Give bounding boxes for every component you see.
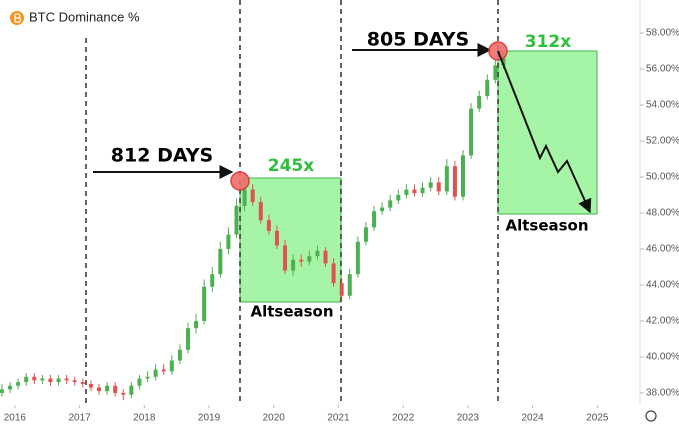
candle-body	[169, 360, 174, 372]
candle-body	[113, 385, 118, 393]
candle-body	[24, 376, 29, 383]
candle-body	[234, 205, 239, 235]
y-tick-label: 50.00%	[646, 172, 679, 183]
candle-body	[283, 245, 288, 271]
x-tick-label: 2018	[133, 413, 156, 424]
candle-body	[242, 189, 247, 206]
bitcoin-glyph	[14, 13, 22, 23]
candle-body	[129, 385, 134, 395]
y-tick-label: 38.00%	[646, 388, 679, 399]
candle-body	[210, 274, 215, 287]
candle-body	[388, 200, 393, 208]
candle-body	[226, 234, 231, 249]
candle-body	[153, 369, 158, 377]
annotation: Altseason	[505, 217, 588, 235]
y-tick-label: 44.00%	[646, 280, 679, 291]
candle-body	[485, 79, 490, 96]
x-tick-label: 2020	[263, 413, 286, 424]
candle-body	[202, 286, 207, 321]
x-tick-label: 2016	[4, 413, 27, 424]
candle-body	[218, 248, 223, 275]
candle-body	[444, 166, 449, 192]
candle-body	[185, 328, 190, 350]
peak-marker	[230, 171, 250, 191]
candle-body	[161, 369, 166, 372]
candle-body	[64, 378, 69, 381]
candle-body	[428, 182, 433, 188]
candle-body	[40, 378, 45, 381]
candle-body	[16, 382, 21, 386]
y-tick-label: 52.00%	[646, 136, 679, 147]
candle-body	[56, 378, 61, 383]
candle-body	[121, 392, 126, 395]
chart-title: BTC Dominance %	[29, 9, 140, 24]
candle-body	[145, 376, 150, 379]
altseason-box	[239, 177, 342, 303]
y-tick-label: 48.00%	[646, 208, 679, 219]
x-tick-label: 2024	[521, 413, 544, 424]
y-tick-label: 56.00%	[646, 64, 679, 75]
annotation: 805 DAYS	[367, 29, 469, 51]
x-tick-label: 2019	[198, 413, 221, 424]
candle-body	[347, 274, 352, 296]
candle-body	[258, 202, 263, 221]
projection-arrow	[497, 50, 592, 214]
candle-body	[8, 385, 13, 390]
settings-icon[interactable]	[645, 410, 657, 422]
candle-body	[250, 189, 255, 203]
y-tick-label: 40.00%	[646, 352, 679, 363]
x-tick-label: 2023	[457, 413, 480, 424]
candle-body	[266, 220, 271, 231]
candle-body	[137, 378, 142, 386]
candle-body	[72, 380, 77, 383]
candle-body	[105, 385, 110, 392]
candle-body	[88, 383, 93, 388]
annotation: 312x	[525, 32, 571, 52]
candle-body	[396, 194, 401, 201]
candle-body	[331, 263, 336, 284]
candle-body	[32, 376, 37, 381]
candle-body	[291, 259, 296, 271]
candle-body	[452, 166, 457, 197]
candle-body	[299, 259, 304, 262]
y-tick-label: 58.00%	[646, 28, 679, 39]
y-tick-label: 42.00%	[646, 316, 679, 327]
candle-body	[48, 378, 53, 383]
candle-body	[355, 241, 360, 275]
candle-body	[97, 387, 102, 392]
candle-body	[461, 155, 466, 197]
candle-body	[469, 108, 474, 156]
candle-body	[404, 189, 409, 195]
candle-body	[380, 207, 385, 212]
candle-body	[274, 230, 279, 246]
candle-body	[194, 320, 199, 329]
candle-body	[420, 187, 425, 194]
annotation: 245x	[268, 156, 314, 176]
candle-body	[436, 182, 441, 192]
axes: 38.00% 40.00% 42.00% 44.00% 46.00% 48.00% 50.0…	[4, 0, 679, 424]
altseason-box	[497, 50, 598, 215]
y-tick-label: 46.00%	[646, 244, 679, 255]
candle-body	[372, 211, 377, 228]
candle-body	[307, 256, 312, 262]
candle-body	[339, 283, 344, 296]
candle-body	[493, 65, 498, 80]
x-tick-label: 2017	[68, 413, 91, 424]
candle-body	[177, 349, 182, 361]
annotation: Altseason	[250, 303, 333, 321]
x-tick-label: 2022	[392, 413, 415, 424]
x-tick-label: 2025	[586, 413, 609, 424]
x-tick-label: 2021	[327, 413, 350, 424]
y-tick-label: 54.00%	[646, 100, 679, 111]
candle-body	[477, 95, 482, 109]
annotation: 812 DAYS	[111, 145, 213, 167]
candle-body	[315, 250, 320, 257]
candle-body	[412, 189, 417, 194]
candle-body	[80, 382, 85, 384]
candle-body	[323, 250, 328, 264]
candle-body	[501, 58, 506, 66]
candle-body	[363, 227, 368, 242]
candle-body	[0, 389, 4, 393]
